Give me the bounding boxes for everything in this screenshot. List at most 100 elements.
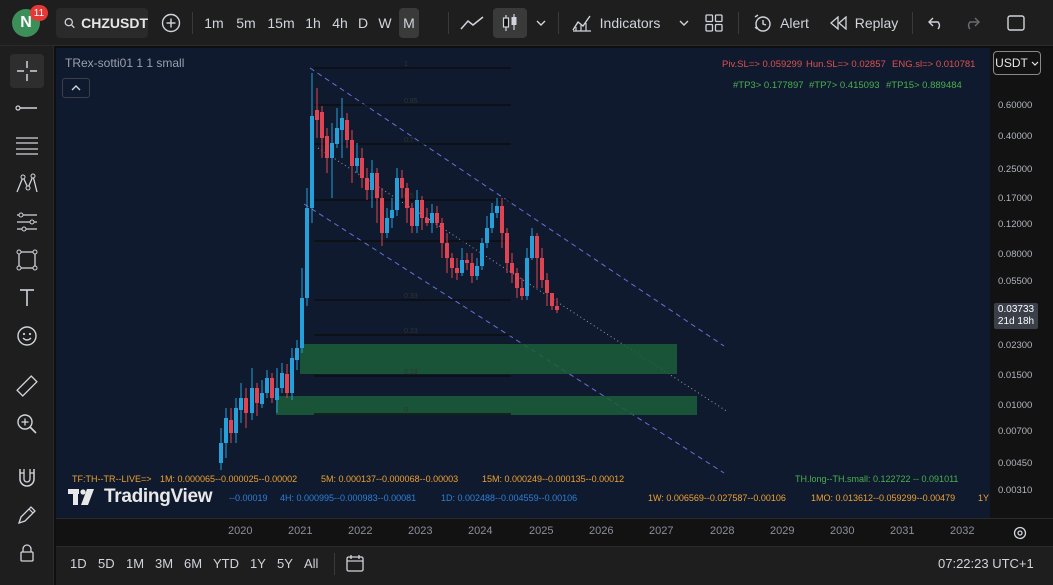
shape-tool[interactable]: [10, 243, 44, 277]
candle-body: [345, 120, 349, 140]
fullscreen-button[interactable]: [1002, 8, 1030, 38]
interval-m[interactable]: M: [399, 8, 419, 38]
symbol-search-button[interactable]: CHZUSDT: [56, 8, 148, 38]
candle-body: [425, 218, 429, 223]
projection-icon: [17, 212, 37, 232]
candle-body: [475, 266, 479, 276]
layouts-button[interactable]: [700, 8, 728, 38]
trend-line-tool[interactable]: [10, 91, 44, 125]
currency-dropdown[interactable]: USDT: [993, 51, 1041, 75]
range-1y[interactable]: 1Y: [250, 556, 266, 571]
symbol-name: CHZUSDT: [81, 15, 148, 31]
pattern-tool[interactable]: [10, 167, 44, 201]
candle-body: [290, 358, 294, 393]
candle-body: [330, 143, 334, 158]
range-5d[interactable]: 5D: [98, 556, 115, 571]
line-chart-button[interactable]: [457, 8, 487, 38]
range-3m[interactable]: 3M: [155, 556, 174, 571]
range-1d[interactable]: 1D: [70, 556, 87, 571]
drawing-mode-tool[interactable]: [10, 498, 44, 532]
interval-1m[interactable]: 1m: [204, 15, 224, 31]
fib-label: 0.33: [404, 293, 418, 300]
zoom-tool[interactable]: [10, 407, 44, 441]
chart-type-dropdown[interactable]: [531, 8, 551, 38]
candle-body: [260, 393, 264, 404]
measure-tool[interactable]: [10, 369, 44, 403]
price-tick: 0.05500: [998, 276, 1033, 287]
rectangle-icon: [16, 249, 38, 271]
tp15-text: #TP15> 0.889484: [886, 80, 962, 91]
candle-body: [495, 206, 499, 213]
alert-button[interactable]: Alert: [748, 8, 814, 38]
chart-settings-button[interactable]: [990, 518, 1053, 546]
tradingview-logo[interactable]: TradingView: [68, 486, 213, 508]
range-ytd[interactable]: YTD: [213, 556, 239, 571]
candle-body: [275, 388, 279, 400]
price-tick: 0.25000: [998, 164, 1033, 175]
replay-button[interactable]: Replay: [826, 8, 902, 38]
price-tick: 0.01500: [998, 370, 1033, 381]
tradingview-logo-icon: [68, 489, 94, 505]
price-axis[interactable]: [990, 48, 1053, 518]
tf-1m: 1M: 0.000065--0.000025--0.00002: [160, 474, 298, 484]
interval-w[interactable]: W: [378, 15, 392, 31]
price-chart: 10.850.70.50.330.230.130: [219, 61, 729, 474]
candle-body: [535, 236, 539, 258]
candle-body: [525, 258, 529, 296]
indicators-dropdown[interactable]: [676, 8, 692, 38]
candle-body: [420, 200, 424, 218]
candle-body: [295, 348, 299, 360]
redo-button[interactable]: [960, 8, 984, 38]
candle-chart-button[interactable]: [493, 8, 527, 38]
fib-label: 1: [404, 61, 408, 68]
magnet-tool[interactable]: [10, 461, 44, 495]
candle-body: [375, 173, 379, 198]
range-all[interactable]: All: [304, 556, 319, 571]
ruler-icon: [16, 375, 38, 397]
time-axis[interactable]: [56, 518, 990, 546]
candle-body: [280, 373, 284, 388]
undo-button[interactable]: [924, 8, 948, 38]
tf-15m: 15M: 0.000249--0.000135--0.00012: [482, 474, 625, 484]
candle-body: [234, 408, 238, 433]
chart-pane[interactable]: [56, 48, 990, 518]
fib-label: 0.23: [404, 328, 418, 335]
notification-badge: 11: [30, 5, 48, 21]
year-tick: 2022: [348, 525, 373, 537]
candle-body: [315, 110, 319, 120]
icon-tool[interactable]: [10, 319, 44, 353]
collapse-legend-button[interactable]: [62, 78, 90, 98]
fib-tool[interactable]: [10, 129, 44, 163]
compare-symbol-button[interactable]: [158, 8, 184, 38]
candle-body: [510, 263, 514, 273]
chevron-up-icon: [71, 85, 81, 91]
lock-tool[interactable]: [10, 536, 44, 570]
candle-body: [540, 258, 544, 280]
fib-label: 0.85: [404, 98, 418, 105]
candle-body: [390, 210, 394, 218]
interval-1h[interactable]: 1h: [305, 15, 321, 31]
candle-body: [365, 178, 369, 190]
date-range-button[interactable]: [345, 553, 365, 576]
range-1m[interactable]: 1M: [126, 556, 145, 571]
text-tool[interactable]: [10, 281, 44, 315]
plus-circle-icon: [161, 13, 181, 33]
interval-4h[interactable]: 4h: [332, 15, 348, 31]
indicator-label[interactable]: TRex-sotti01 1 1 small: [65, 56, 185, 70]
candle-body: [325, 136, 329, 158]
candle-body: [545, 280, 549, 293]
candle-body: [335, 128, 339, 144]
crosshair-tool[interactable]: [10, 54, 44, 88]
chevron-down-icon: [536, 20, 546, 26]
range-5y[interactable]: 5Y: [277, 556, 293, 571]
range-6m[interactable]: 6M: [184, 556, 203, 571]
bottom-divider: [334, 553, 335, 575]
interval-5m[interactable]: 5m: [236, 15, 256, 31]
projection-tool[interactable]: [10, 205, 44, 239]
indicators-button[interactable]: Indicators: [569, 8, 663, 38]
interval-d[interactable]: D: [357, 15, 369, 31]
clock[interactable]: 07:22:23 UTC+1: [938, 556, 1034, 571]
interval-15m[interactable]: 15m: [267, 15, 295, 31]
candle-body: [255, 388, 259, 403]
window-icon: [1007, 15, 1025, 31]
